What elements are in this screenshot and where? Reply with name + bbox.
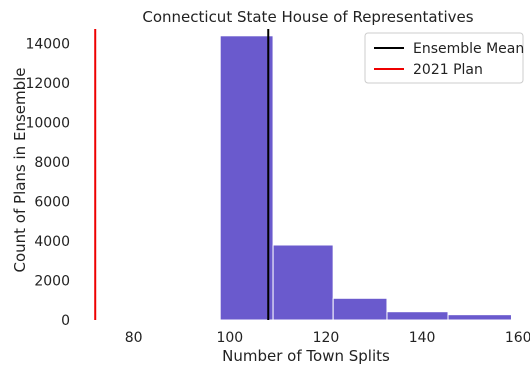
y-tick-label: 14000 — [25, 37, 70, 53]
x-tick-label: 160 — [505, 330, 530, 346]
histogram-bar — [272, 244, 334, 321]
y-tick-label: 12000 — [25, 76, 70, 92]
y-tick-label: 6000 — [34, 195, 70, 211]
x-axis-title: Number of Town Splits — [222, 347, 390, 365]
legend-label: 2021 Plan — [413, 62, 483, 78]
y-axis-title: Count of Plans in Ensemble — [11, 67, 29, 272]
legend: Ensemble Mean 2021 Plan — [364, 32, 524, 84]
bars-group — [219, 35, 512, 321]
y-tick-label: 10000 — [25, 116, 70, 132]
chart-title: Connecticut State House of Representativ… — [142, 8, 473, 26]
legend-frame — [364, 32, 524, 84]
histogram-bar — [332, 297, 388, 321]
x-tick-label: 120 — [313, 330, 340, 346]
y-tick-label: 0 — [61, 313, 70, 329]
histogram-bar — [386, 311, 449, 321]
y-tick-label: 4000 — [34, 234, 70, 250]
histogram-bar — [219, 35, 274, 321]
y-tick-label: 2000 — [34, 274, 70, 290]
x-tick-label: 80 — [125, 330, 143, 346]
legend-label: Ensemble Mean — [413, 41, 524, 57]
x-tick-label: 100 — [216, 330, 243, 346]
y-tick-label: 8000 — [34, 155, 70, 171]
x-tick-labels: 80 100 120 140 160 — [125, 330, 530, 346]
histogram-bar — [447, 314, 512, 321]
y-tick-labels: 0 2000 4000 6000 8000 10000 12000 14000 — [25, 37, 70, 329]
x-tick-label: 140 — [409, 330, 436, 346]
reference-lines-group — [94, 29, 270, 320]
